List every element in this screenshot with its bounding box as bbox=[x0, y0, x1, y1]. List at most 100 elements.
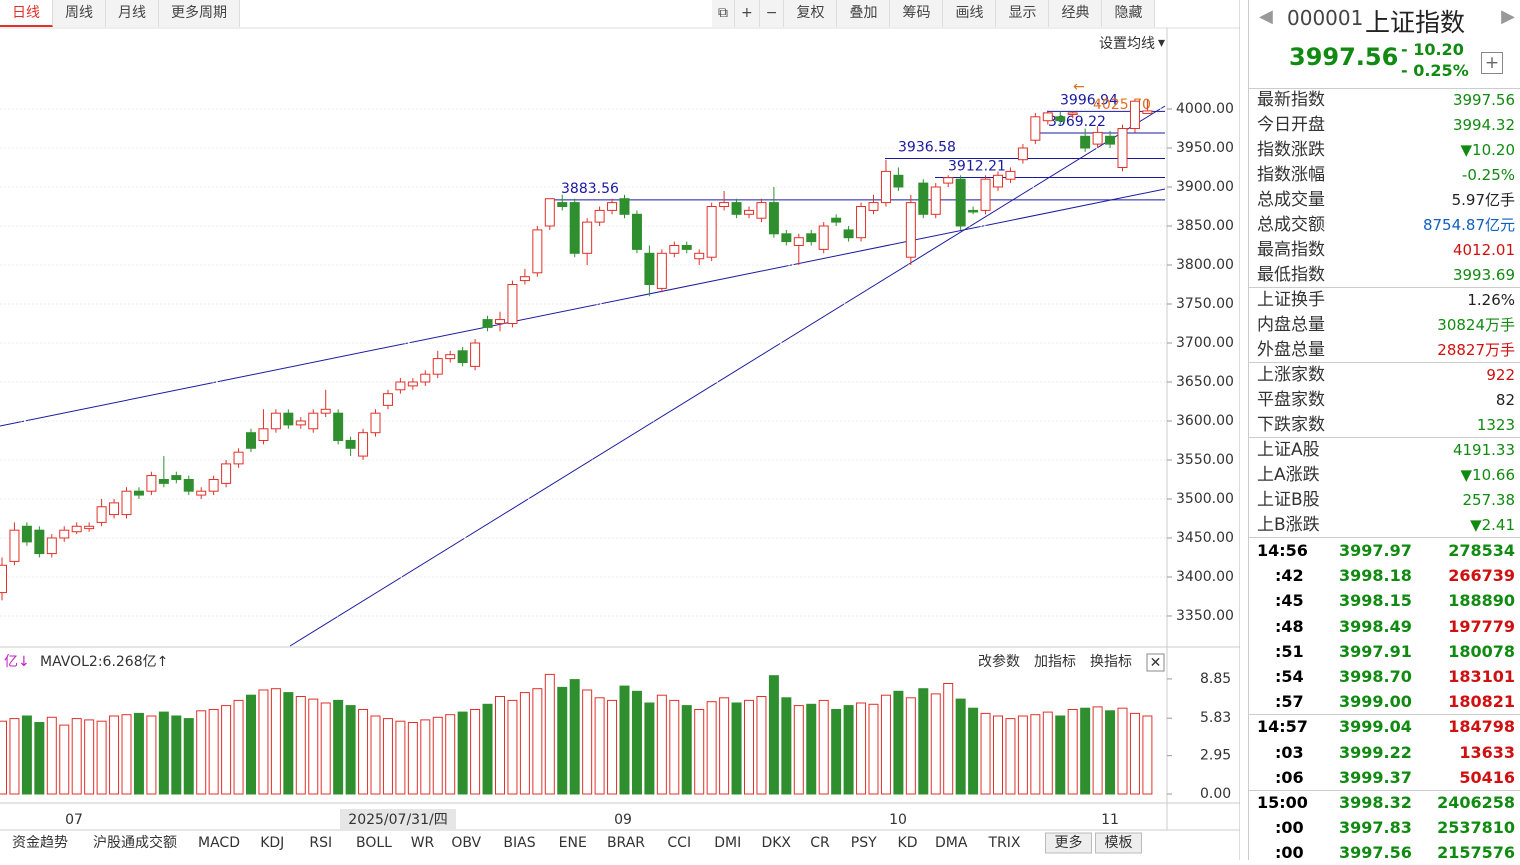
indicator-tab[interactable]: 模板 bbox=[1105, 835, 1133, 851]
candle-body bbox=[196, 490, 207, 496]
indicator-tab[interactable]: BRAR bbox=[607, 835, 645, 851]
quote-label: 上A涨跌 bbox=[1257, 465, 1320, 485]
volume-bar bbox=[208, 708, 219, 795]
period-tab[interactable]: 周线 bbox=[53, 0, 106, 27]
tool-button[interactable]: 画线 bbox=[943, 0, 997, 27]
indicator-tab[interactable]: BOLL bbox=[356, 835, 392, 851]
next-icon[interactable]: ▶ bbox=[1501, 6, 1515, 27]
tool-icon[interactable]: − bbox=[759, 0, 785, 27]
candle-body bbox=[407, 381, 418, 387]
y-tick-label: 0.00 bbox=[1200, 786, 1231, 802]
tool-button[interactable]: 经典 bbox=[1049, 0, 1103, 27]
volume-bar bbox=[619, 685, 630, 795]
candle-body bbox=[669, 244, 680, 254]
volume-bar bbox=[594, 697, 605, 795]
indicator-tab[interactable]: DMA bbox=[935, 835, 968, 851]
tick-volume: 184798 bbox=[1448, 717, 1515, 737]
indicator-tab[interactable]: 资金趋势 bbox=[12, 835, 68, 851]
volume-bar bbox=[1017, 715, 1028, 795]
candle-body bbox=[320, 408, 331, 414]
indicator-tab[interactable]: PSY bbox=[851, 835, 877, 851]
indicator-tab[interactable]: DKX bbox=[761, 835, 791, 851]
period-tab[interactable]: 日线 bbox=[0, 0, 53, 27]
ma-setting[interactable]: 设置均线 bbox=[1099, 36, 1155, 52]
indicator-tab[interactable]: RSI bbox=[309, 835, 332, 851]
indicator-tab[interactable]: KD bbox=[898, 835, 918, 851]
candle-body bbox=[246, 432, 256, 449]
add-button[interactable]: + bbox=[1481, 52, 1503, 74]
quote-value: -0.25% bbox=[1461, 166, 1515, 184]
quote-row: 总成交额 8754.87亿元 bbox=[1257, 213, 1515, 238]
candle-body bbox=[930, 186, 941, 215]
quote-value: 4012.01 bbox=[1452, 241, 1515, 259]
indicator-tab[interactable]: 更多 bbox=[1055, 834, 1083, 851]
indicator-tab[interactable]: CR bbox=[810, 835, 830, 851]
indicator-tab[interactable]: WR bbox=[411, 835, 435, 851]
volume-bar bbox=[968, 707, 979, 795]
volume-bar bbox=[918, 688, 929, 795]
level-label: 3883.56 bbox=[561, 181, 619, 197]
indicator-tab[interactable]: TRIX bbox=[988, 835, 1021, 851]
volume-bar bbox=[59, 724, 70, 795]
candle-body bbox=[519, 276, 530, 282]
tool-button[interactable]: 复权 bbox=[784, 0, 838, 27]
volume-bar bbox=[420, 719, 431, 795]
period-tab[interactable]: 月线 bbox=[106, 0, 159, 27]
indicator-button[interactable]: 换指标 bbox=[1090, 653, 1132, 670]
indicator-tab[interactable]: OBV bbox=[451, 835, 481, 851]
quote-row: 最低指数 3993.69 bbox=[1257, 263, 1515, 288]
candle-body bbox=[507, 283, 518, 324]
candle-body bbox=[146, 475, 157, 492]
indicator-button[interactable]: 改参数 bbox=[978, 653, 1020, 670]
volume-bar bbox=[756, 695, 767, 795]
candle-body bbox=[208, 478, 219, 492]
tick-time: 14:57 bbox=[1257, 717, 1308, 737]
period-bar: 日线 周线 月线 更多周期 bbox=[0, 0, 240, 27]
volume-bar bbox=[345, 705, 356, 795]
indicator-tab[interactable]: 沪股通成交额 bbox=[93, 834, 177, 851]
tick-time: :48 bbox=[1275, 616, 1304, 636]
candle-body bbox=[843, 229, 854, 239]
tick-volume: 13633 bbox=[1459, 742, 1515, 762]
candle-body bbox=[495, 319, 505, 324]
cursor-date-bg bbox=[340, 809, 456, 829]
period-tab[interactable]: 更多周期 bbox=[159, 0, 240, 27]
indicator-button[interactable]: 加指标 bbox=[1034, 654, 1076, 670]
tick-time: :54 bbox=[1275, 667, 1304, 686]
volume-bar bbox=[333, 699, 344, 795]
volume-bar bbox=[246, 694, 256, 795]
tool-icon[interactable]: + bbox=[735, 0, 760, 27]
volume-bar bbox=[507, 699, 518, 795]
separator bbox=[1249, 537, 1520, 538]
indicator-tab[interactable]: CCI bbox=[667, 835, 691, 851]
candle-body bbox=[133, 490, 144, 496]
indicator-tab[interactable]: DMI bbox=[714, 835, 741, 851]
tick-volume: 180821 bbox=[1448, 692, 1515, 712]
quote-row: 内盘总量 30824万手 bbox=[1257, 313, 1515, 338]
indicator-tab[interactable]: ENE bbox=[559, 835, 587, 851]
indicator-tab[interactable]: BIAS bbox=[503, 835, 535, 851]
prev-icon[interactable]: ◀ bbox=[1259, 6, 1273, 27]
candle-body bbox=[283, 412, 294, 426]
tool-button[interactable]: 叠加 bbox=[837, 0, 891, 27]
indicator-tab[interactable]: MACD bbox=[198, 835, 240, 851]
tick-volume: 180078 bbox=[1448, 641, 1515, 661]
candle-body bbox=[457, 350, 468, 363]
quote-row: 上A涨跌 ▼10.66 bbox=[1257, 463, 1515, 488]
candle-body bbox=[681, 244, 692, 250]
tick-row: :42 3998.18 266739 bbox=[1257, 563, 1515, 588]
indicator-tab[interactable]: KDJ bbox=[260, 835, 284, 851]
tool-icon[interactable]: ⧉ bbox=[712, 0, 735, 27]
tick-row: :03 3999.22 13633 bbox=[1257, 740, 1515, 765]
quote-row: 平盘家数 82 bbox=[1257, 388, 1515, 413]
close-button[interactable] bbox=[1146, 653, 1165, 672]
quote-value: ▼10.66 bbox=[1460, 466, 1515, 484]
tool-button[interactable]: 隐藏 bbox=[1102, 0, 1156, 27]
tick-price: 3997.97 bbox=[1339, 541, 1412, 560]
tick-price: 3997.83 bbox=[1339, 818, 1412, 838]
tick-price: 3998.70 bbox=[1339, 667, 1412, 686]
tool-button[interactable]: 筹码 bbox=[890, 0, 944, 27]
tick-row: :51 3997.91 180078 bbox=[1257, 639, 1515, 664]
candle-body bbox=[644, 252, 655, 285]
tool-button[interactable]: 显示 bbox=[996, 0, 1050, 27]
